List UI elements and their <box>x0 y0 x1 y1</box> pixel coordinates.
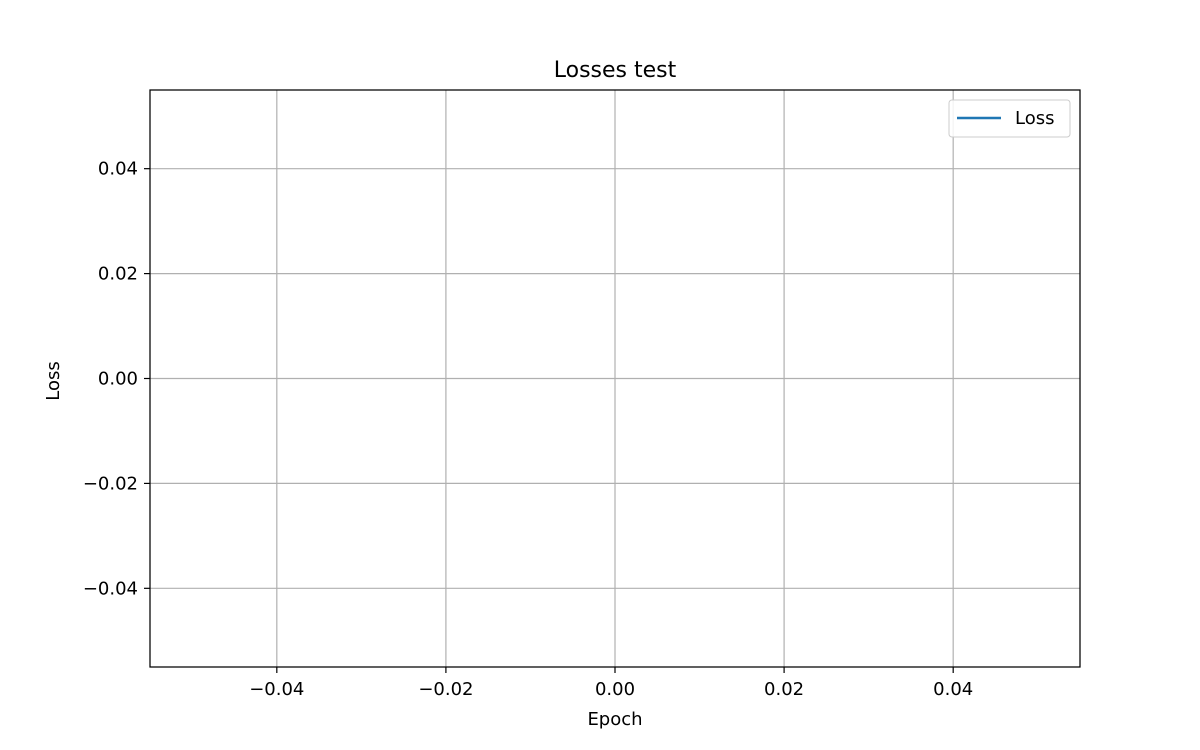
x-tick-label: 0.04 <box>933 679 973 700</box>
chart-title: Losses test <box>554 58 677 83</box>
legend: Loss <box>948 99 1071 138</box>
x-axis-ticks: −0.04 −0.02 0.00 0.02 0.04 <box>249 667 973 700</box>
x-tick-label: 0.02 <box>764 679 804 700</box>
y-tick-label: 0.04 <box>98 159 138 180</box>
y-tick-label: −0.04 <box>83 578 138 599</box>
y-axis-ticks: −0.04 −0.02 0.00 0.02 0.04 <box>83 159 150 599</box>
legend-box <box>948 99 1071 138</box>
grid-lines <box>150 90 1080 667</box>
y-tick-label: 0.02 <box>98 264 138 285</box>
y-axis-label: Loss <box>43 361 64 400</box>
x-tick-label: 0.00 <box>595 679 635 700</box>
x-tick-label: −0.02 <box>418 679 473 700</box>
y-tick-label: −0.02 <box>83 473 138 494</box>
legend-label: Loss <box>1015 108 1054 129</box>
y-tick-label: 0.00 <box>98 369 138 390</box>
x-axis-label: Epoch <box>587 709 642 730</box>
x-tick-label: −0.04 <box>249 679 304 700</box>
